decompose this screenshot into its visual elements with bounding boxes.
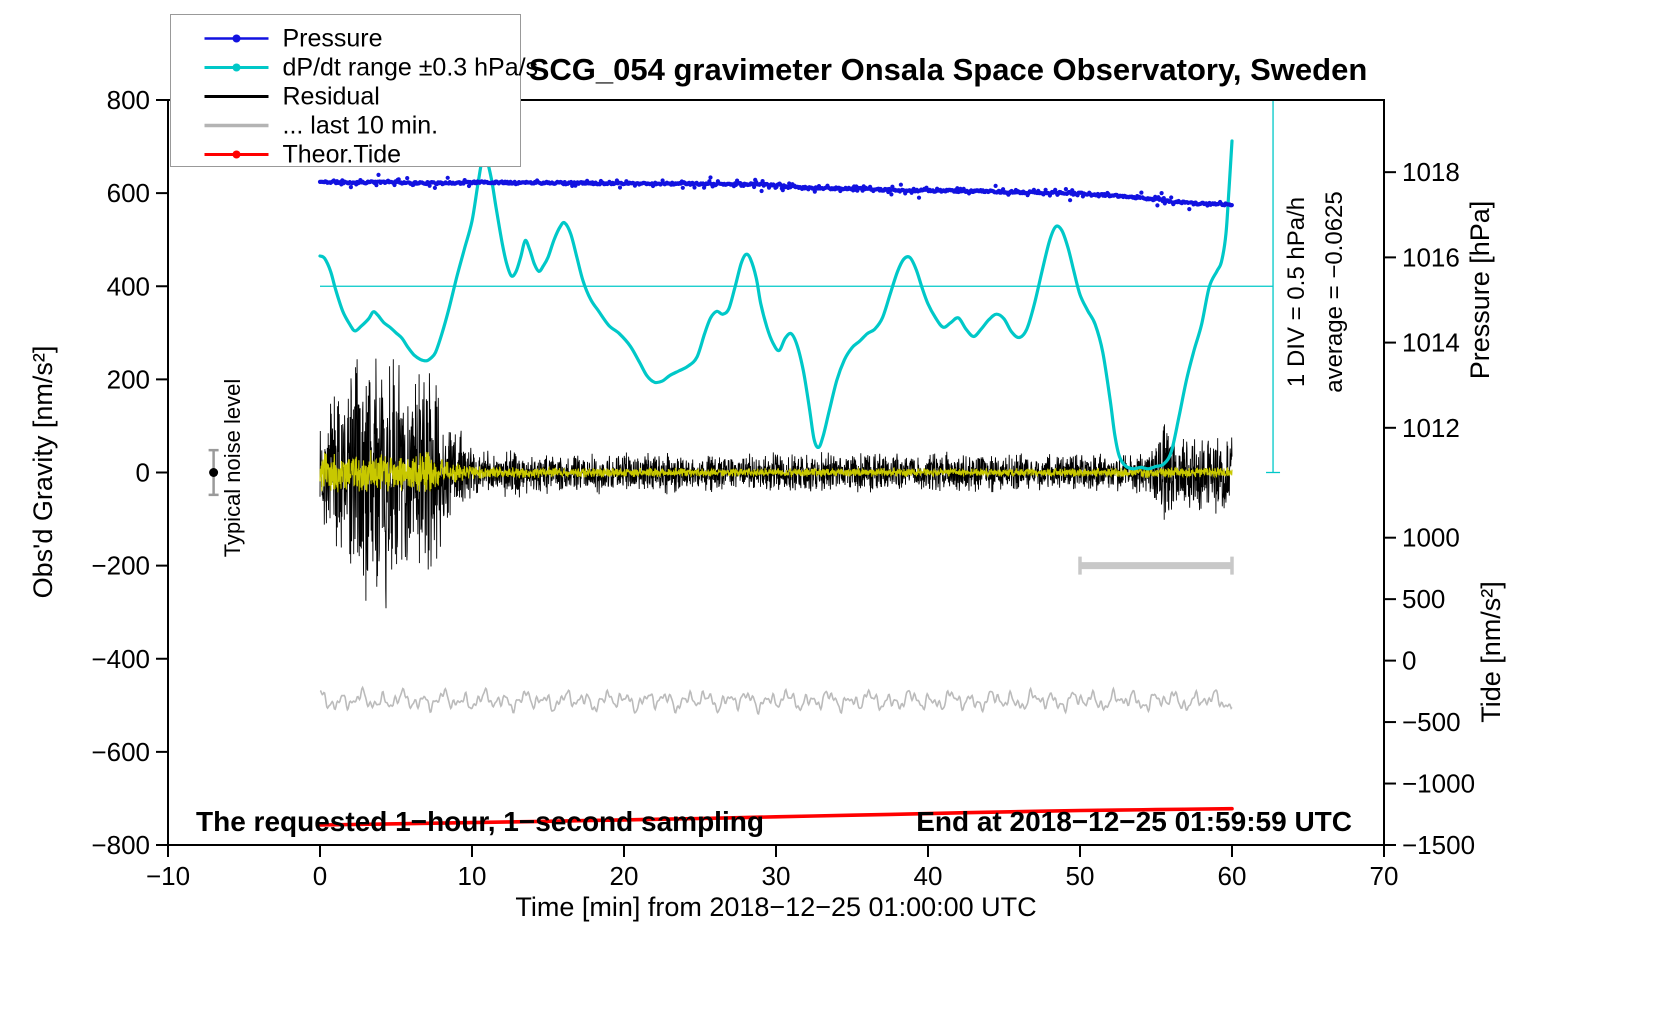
pressure-dot: [348, 185, 353, 190]
pressure-dot: [1063, 187, 1068, 192]
legend-item-label: ... last 10 min.: [283, 112, 439, 140]
legend-item: Residual: [204, 83, 380, 111]
pressure-dot: [1159, 191, 1164, 196]
pressure-dot: [890, 184, 895, 189]
x-tick-label: 30: [762, 861, 791, 891]
pressure-dot: [780, 188, 785, 193]
pressure-dot: [680, 185, 685, 190]
pressure-dot: [898, 182, 904, 187]
pressure-dot: [760, 179, 765, 184]
pressure-dot: [445, 175, 450, 180]
tide-tick-label: −500: [1402, 707, 1461, 737]
pressure-dot: [692, 185, 697, 190]
pressure-series: [319, 180, 1233, 206]
pressure-dot: [427, 183, 432, 188]
pressure-dot: [432, 185, 437, 190]
legend-marker-dot: [232, 34, 241, 43]
y-left-tick-label: −600: [91, 737, 150, 767]
residual-filtered-series: [319, 450, 1233, 493]
pressure-dot: [392, 182, 397, 188]
theor-tide-series: [318, 806, 1234, 827]
y-left-tick-label: −200: [91, 551, 150, 581]
x-tick-label: 0: [313, 861, 327, 891]
sampling-note: The requested 1−hour, 1−second sampling: [196, 806, 764, 837]
pressure-dot: [1155, 203, 1160, 208]
pressure-dot: [1068, 198, 1073, 203]
pressure-dot: [955, 186, 960, 191]
y-left-axis-label: Obs'd Gravity [nm/s²]: [28, 346, 58, 599]
pressure-dot: [396, 177, 401, 182]
legend-item: dP/dt range ±0.3 hPa/s: [204, 54, 539, 82]
pressure-dot: [1043, 187, 1048, 192]
pressure-dot: [889, 192, 894, 197]
y-left-tick-label: 400: [107, 271, 150, 301]
x-tick-label: 50: [1066, 861, 1095, 891]
tide-tick-label: −1500: [1402, 830, 1475, 860]
legend-item-label: dP/dt range ±0.3 hPa/s: [283, 54, 539, 82]
legend-marker-dot: [232, 150, 241, 159]
pressure-axis-label: Pressure [hPa]: [1465, 201, 1495, 380]
legend-item: Theor.Tide: [204, 141, 402, 169]
pressure-dot: [812, 189, 817, 194]
tide-axis-label: Tide [nm/s²]: [1476, 581, 1506, 723]
pressure-dot: [707, 179, 712, 184]
legend-marker-dot: [232, 63, 241, 72]
legend-item: ... last 10 min.: [204, 112, 439, 140]
pressure-dot: [708, 175, 713, 180]
tide-tick-label: 0: [1402, 646, 1416, 676]
tide-tick-label: 1000: [1402, 523, 1460, 553]
y-left-tick-label: 800: [107, 85, 150, 115]
pressure-dot: [405, 176, 410, 181]
pressure-tick-label: 1016: [1402, 242, 1460, 272]
pressure-dot: [376, 172, 381, 177]
tide-tick-label: 500: [1402, 584, 1445, 614]
pressure-dot: [1169, 195, 1174, 200]
legend-item-label: Pressure: [283, 25, 383, 53]
legend-box: [170, 14, 521, 167]
pressure-dot: [752, 184, 757, 190]
pressure-dot: [1187, 207, 1192, 212]
y-left-tick-label: −800: [91, 830, 150, 860]
x-axis-label: Time [min] from 2018−12−25 01:00:00 UTC: [515, 892, 1036, 922]
x-tick-label: 10: [458, 861, 487, 891]
div-scale-label: 1 DIV = 0.5 hPa/h: [1283, 197, 1310, 387]
pressure-dot: [759, 188, 764, 194]
pressure-tick-label: 1018: [1402, 157, 1460, 187]
x-tick-label: −10: [146, 861, 190, 891]
x-tick-label: 60: [1218, 861, 1247, 891]
pressure-dot: [617, 185, 623, 190]
legend-item-label: Theor.Tide: [283, 141, 402, 169]
dpdt-series: [318, 139, 1234, 471]
typical-noise-level-label: Typical noise level: [220, 379, 245, 558]
residual-series: [319, 358, 1233, 609]
pressure-dot: [374, 183, 379, 188]
legend-item: Pressure: [204, 25, 383, 53]
y-left-tick-label: 0: [136, 458, 150, 488]
chart-title: SCG_054 gravimeter Onsala Space Observat…: [529, 52, 1368, 87]
x-tick-label: 40: [914, 861, 943, 891]
pressure-dot: [1139, 190, 1144, 195]
series-layer: [208, 100, 1281, 827]
pressure-dot: [1161, 196, 1166, 201]
pressure-tick-label: 1012: [1402, 413, 1460, 443]
x-tick-label: 70: [1370, 861, 1399, 891]
legend-item-label: Residual: [283, 83, 380, 111]
pressure-dot: [916, 195, 922, 200]
y-left-tick-label: 200: [107, 364, 150, 394]
last10min-series: [319, 685, 1233, 716]
pressure-dot: [1001, 187, 1006, 192]
pressure-dot: [993, 183, 998, 188]
pressure-tick-label: 1014: [1402, 328, 1460, 358]
end-time-note: End at 2018−12−25 01:59:59 UTC: [916, 806, 1352, 837]
tide-tick-label: −1000: [1402, 769, 1475, 799]
y-left-tick-label: −400: [91, 644, 150, 674]
x-tick-label: 20: [610, 861, 639, 891]
noise-marker-dot: [209, 468, 219, 477]
y-left-tick-label: 600: [107, 178, 150, 208]
average-label: average = −0.0625: [1321, 191, 1348, 393]
